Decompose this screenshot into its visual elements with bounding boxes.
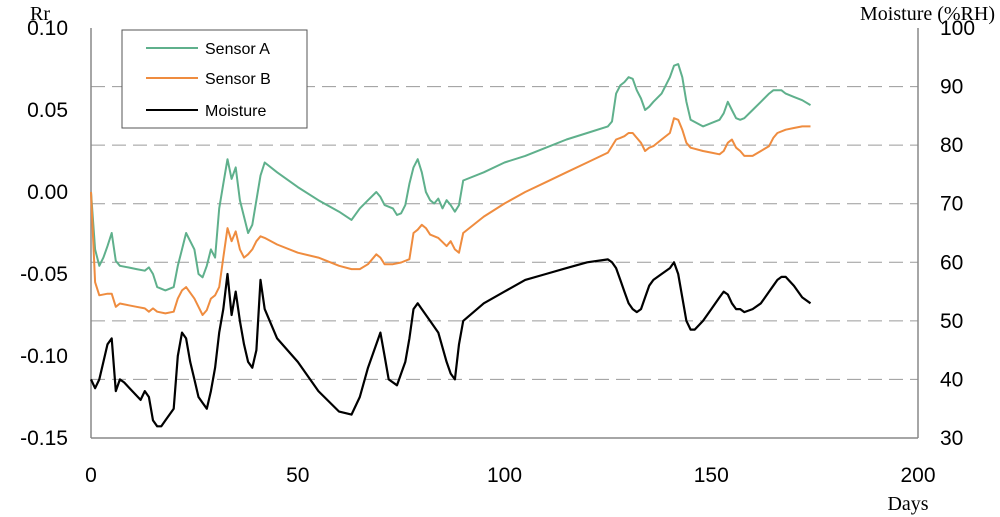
x-tick-label: 0 <box>85 464 97 487</box>
grid-lines <box>91 86 918 380</box>
y-left-tick-label: 0.10 <box>27 17 68 40</box>
legend-label-sensor-b: Sensor B <box>205 71 271 88</box>
legend: Sensor A Sensor B Moisture <box>121 29 308 129</box>
y-right-tick-label: 80 <box>940 134 963 157</box>
y-left-tick-label: 0.05 <box>27 99 68 122</box>
y-right-tick-label: 30 <box>940 427 963 450</box>
series-line-sensor-b <box>90 117 811 316</box>
y-right-tick-label: 70 <box>940 193 963 216</box>
y-right-tick-label: 90 <box>940 76 963 99</box>
y-left-axis-title: Rr <box>30 3 50 25</box>
tick-labels: 0 50 100 150 200 0.10 0.05 0.00 -0.05 -0.10 -0.15 1… <box>20 17 975 487</box>
legend-label-moisture: Moisture <box>205 103 266 120</box>
y-right-tick-label: 60 <box>940 251 963 274</box>
y-right-tick-label: 100 <box>940 17 975 40</box>
series-line-sensor-a <box>90 63 812 292</box>
series-line-moisture <box>90 258 812 428</box>
x-tick-label: 100 <box>487 464 522 487</box>
axes <box>90 28 919 439</box>
y-left-tick-label: -0.10 <box>20 345 68 368</box>
series-lines <box>90 63 812 428</box>
x-tick-label: 200 <box>900 464 935 487</box>
y-right-tick-label: 50 <box>940 310 963 333</box>
x-axis-title: Days <box>887 493 928 515</box>
x-tick-label: 50 <box>286 464 309 487</box>
y-left-tick-label: 0.00 <box>27 181 68 204</box>
y-left-tick-label: -0.15 <box>20 427 68 450</box>
y-right-tick-label: 40 <box>940 368 963 391</box>
x-tick-label: 150 <box>694 464 729 487</box>
y-right-axis-title: Moisture (%RH) <box>860 3 995 25</box>
y-left-tick-label: -0.05 <box>20 263 68 286</box>
legend-label-sensor-a: Sensor A <box>205 41 270 58</box>
